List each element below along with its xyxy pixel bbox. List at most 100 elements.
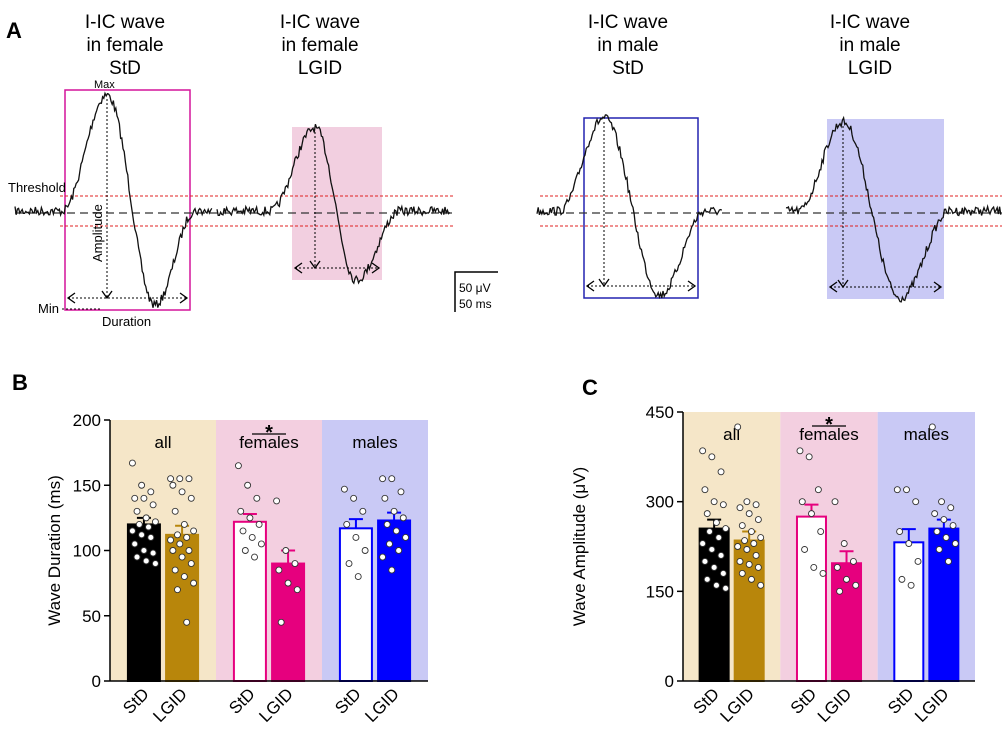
data-point [745, 510, 753, 518]
y-tick-label: 300 [646, 493, 674, 512]
data-point [849, 557, 857, 565]
arrowhead [371, 262, 381, 274]
x-tick-label: LGID [149, 684, 190, 725]
data-point [237, 507, 245, 515]
bar [271, 562, 306, 682]
data-point [931, 510, 939, 518]
data-point [912, 498, 920, 506]
waveform [216, 123, 451, 285]
data-point [379, 475, 387, 483]
data-point [719, 501, 727, 509]
waveform [536, 114, 723, 300]
data-point [138, 481, 146, 489]
data-point [275, 566, 283, 574]
data-point [147, 488, 155, 496]
error-bar [348, 518, 363, 529]
trace-title: I-IC wave [85, 12, 165, 33]
data-point [722, 525, 730, 533]
data-point [903, 486, 910, 494]
data-point [717, 552, 725, 559]
data-point [379, 553, 387, 561]
data-point [701, 557, 709, 565]
data-point [701, 486, 709, 494]
y-tick-label: 150 [646, 582, 674, 601]
data-point [935, 546, 943, 553]
bar [928, 527, 960, 682]
data-point [140, 494, 148, 502]
data-point [174, 586, 181, 594]
data-point [836, 587, 844, 595]
data-point [754, 563, 762, 571]
data-point [833, 563, 841, 571]
data-point [805, 453, 813, 461]
data-point [938, 498, 946, 506]
data-point [174, 531, 181, 539]
trace-title: StD [109, 58, 141, 79]
data-point [928, 423, 936, 431]
panel-label: B [12, 370, 28, 395]
data-point [167, 475, 175, 483]
annotation: Min [38, 301, 59, 316]
bar [377, 519, 412, 682]
data-point [808, 510, 815, 518]
data-point [138, 531, 146, 539]
data-point [131, 494, 139, 502]
arrowhead [687, 280, 697, 292]
data-point [257, 540, 265, 548]
y-axis-label: Wave Duration (ms) [45, 475, 64, 626]
panel-label: C [582, 375, 598, 400]
data-point [942, 534, 950, 541]
data-point [706, 528, 713, 536]
trace-title: in female [281, 35, 358, 56]
data-point [386, 540, 393, 548]
data-point [282, 547, 290, 554]
data-point [352, 534, 360, 541]
data-point [190, 527, 198, 535]
data-point [708, 453, 716, 461]
data-point [253, 494, 261, 502]
data-point [831, 498, 839, 506]
data-point [176, 475, 184, 483]
data-point [717, 468, 725, 476]
data-point [905, 540, 913, 547]
data-point [388, 475, 396, 483]
data-point [949, 522, 957, 530]
data-point [722, 584, 730, 592]
data-point [395, 547, 403, 554]
data-point [133, 507, 141, 515]
data-point [399, 514, 407, 522]
data-point [128, 527, 136, 535]
data-point [750, 540, 758, 547]
data-point [738, 522, 746, 530]
waveform [785, 115, 1002, 303]
group-background [216, 420, 322, 681]
scale-label: 50 ms [459, 297, 492, 311]
data-point [745, 560, 753, 568]
data-point [149, 501, 157, 509]
arrowhead [933, 281, 943, 293]
data-point [754, 516, 762, 524]
group-background [780, 412, 878, 681]
data-point [383, 520, 391, 528]
data-point [185, 547, 193, 554]
data-point [703, 510, 711, 518]
data-point [757, 581, 765, 589]
data-point [397, 488, 405, 496]
annotation: Duration [102, 314, 151, 329]
data-point [896, 528, 904, 536]
data-point [147, 534, 155, 541]
arrowhead [101, 290, 113, 300]
arrowhead [66, 292, 76, 304]
arrowhead [585, 280, 595, 292]
y-tick-label: 150 [73, 476, 101, 495]
trace-title: in female [86, 35, 163, 56]
data-point [840, 540, 848, 547]
data-point [149, 549, 157, 557]
data-point [388, 566, 396, 574]
arrowhead [179, 292, 189, 304]
data-point [359, 507, 367, 515]
data-point [361, 547, 369, 554]
data-point [710, 498, 718, 506]
trace-title: I-IC wave [588, 12, 668, 33]
